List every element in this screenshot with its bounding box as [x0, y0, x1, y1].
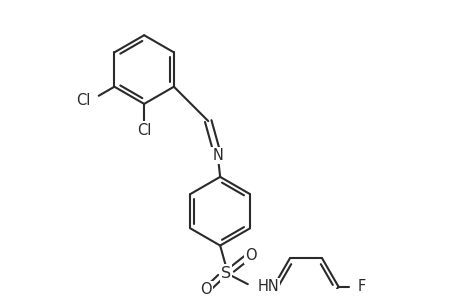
Text: F: F — [357, 279, 365, 294]
Text: Cl: Cl — [137, 123, 151, 138]
Text: O: O — [200, 282, 211, 297]
Text: Cl: Cl — [76, 93, 90, 108]
Text: N: N — [212, 148, 223, 163]
Text: HN: HN — [257, 279, 279, 294]
Text: S: S — [220, 266, 230, 281]
Text: O: O — [244, 248, 256, 262]
